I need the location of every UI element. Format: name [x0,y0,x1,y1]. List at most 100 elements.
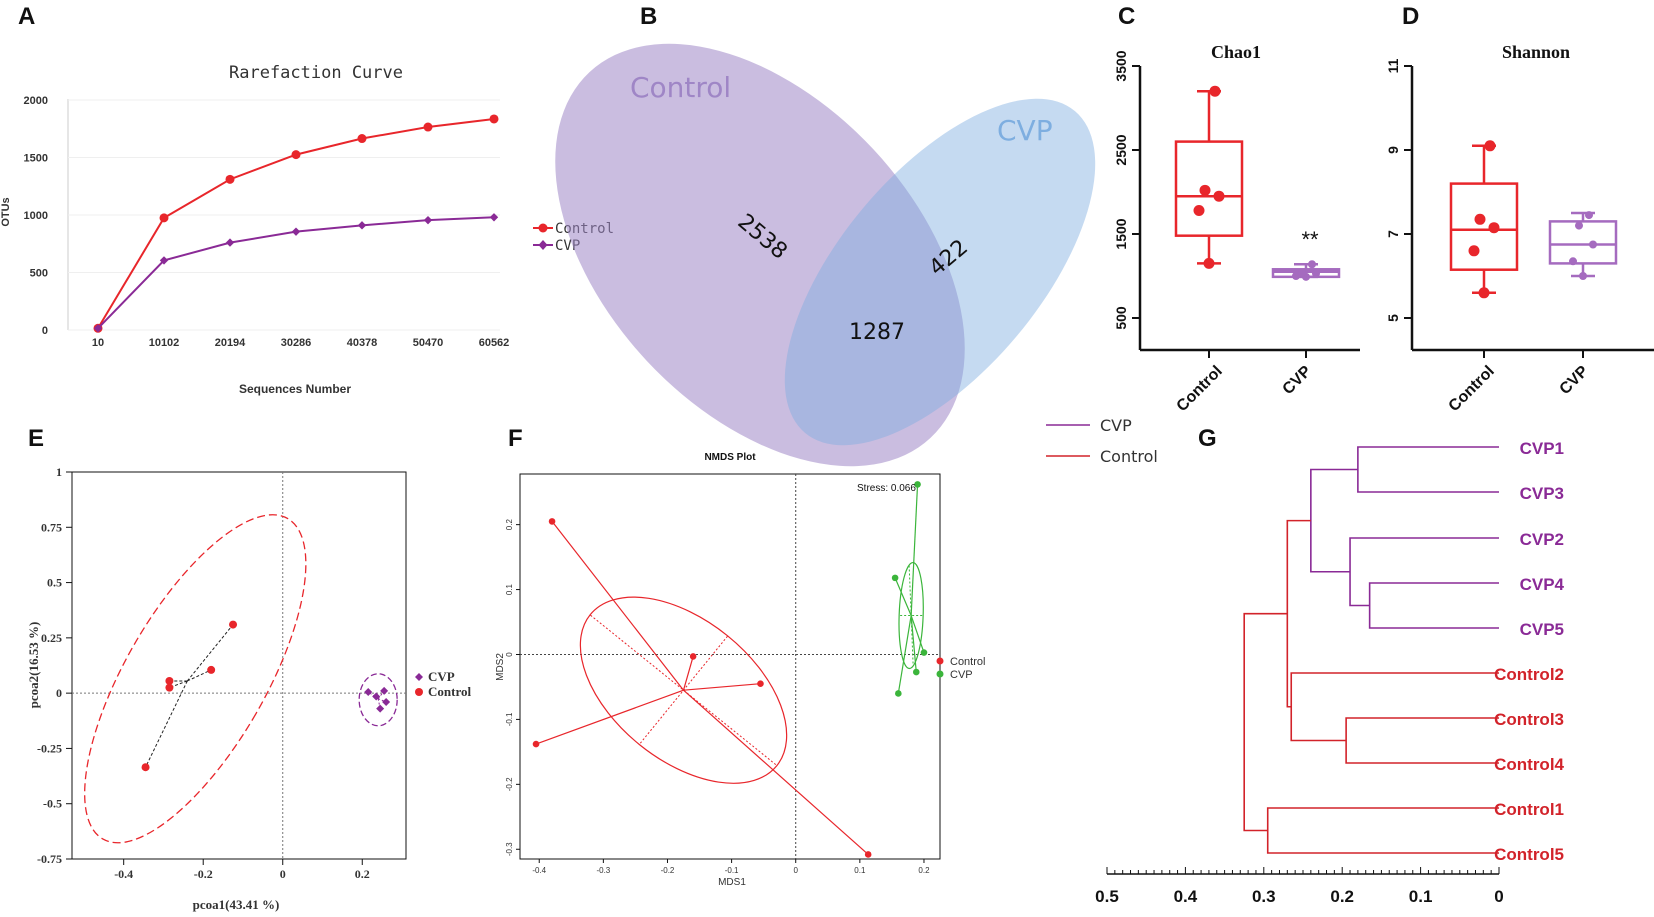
axis-tick-label: 0 [1494,887,1503,906]
y-tick-label: 1500 [24,153,48,165]
dendrogram-branch [1290,672,1499,742]
y-tick-label: -0.1 [505,712,514,726]
data-point [423,122,433,132]
spider-line [683,683,761,691]
data-point-cvp [912,668,920,676]
data-point [357,221,367,230]
leaf-label-control3: Control3 [1494,710,1564,729]
panel-letter-a: A [18,3,35,30]
dendrogram-branch [1368,582,1499,629]
data-point [1213,190,1225,202]
data-point-cvp [364,688,373,697]
legend-marker-control [538,223,548,233]
data-point [159,256,169,265]
data-point-cvp [914,481,921,488]
x-tick-label: 0 [280,867,286,881]
x-tick-label: 50470 [413,337,444,349]
data-point-control [165,683,174,692]
spider-line [186,624,234,682]
significance-annotation: ** [1301,227,1319,252]
y-tick-label: 1000 [24,210,48,222]
spider-line [910,615,925,653]
data-point-cvp [891,574,899,582]
data-point-control [229,620,238,629]
legend-label-cvp: CVP [950,669,973,681]
legend: CVP Control [415,669,471,699]
dendrogram-branch [1357,446,1499,493]
x-tick-label: 40378 [347,337,378,349]
panel-a-rarefaction: Rarefaction Curve Sequences Number OTUs … [0,63,614,396]
venn-set-control [555,43,965,467]
y-tick-label: 2500 [1113,134,1129,165]
y-tick-label: 2000 [24,95,48,107]
dendrogram-branch [1345,717,1499,764]
y-axis-label: pcoa2(16.53 %) [26,622,41,709]
data-point [1193,204,1205,216]
panel-c-chao1: Chao1 500 1500 2500 3500 ** Control CVP [1113,42,1360,415]
data-point-control [757,680,764,688]
data-point-cvp [920,649,928,656]
x-tick-label: 10 [92,337,104,349]
spider-line [377,698,387,703]
legend-marker-control [936,657,944,665]
x-tick-label: 10102 [149,337,180,349]
data-point [159,213,169,223]
data-point-cvp [376,704,385,713]
data-point [1298,268,1306,277]
chart-title: Chao1 [1211,42,1261,62]
axis-tick-label: 0.5 [1095,887,1119,906]
leaf-label-cvp5: CVP5 [1520,620,1564,639]
box-iqr [1174,140,1244,237]
legend-label-control: Control [428,684,471,699]
venn-set-label-cvp: CVP [997,114,1053,147]
y-tick-label: 1500 [1113,218,1129,249]
data-point [1468,245,1480,257]
chart-title: Shannon [1502,42,1570,62]
x-tick-label: 0 [793,866,798,875]
legend-marker-control [415,688,423,696]
data-point [1308,260,1316,269]
x-tick-label-cvp: CVP [1557,363,1593,399]
x-tick-label-cvp: CVP [1280,363,1316,399]
ellipse-axis-major [908,565,914,666]
y-tick-label: -0.3 [505,842,514,856]
y-tick-label: 0 [42,325,48,337]
dendrogram-branch [1243,612,1288,832]
x-tick-label: 30286 [281,337,312,349]
spider-line [535,689,684,745]
spider-line [145,680,188,768]
data-point [225,238,235,247]
data-point [1575,221,1583,230]
leaf-label-cvp3: CVP3 [1520,484,1564,503]
dendrogram-branch [1349,537,1499,607]
data-point [1569,257,1577,266]
data-point-control [207,665,216,674]
spider-line [551,521,684,691]
leaf-label-control4: Control4 [1494,755,1564,774]
leaf-label-control5: Control5 [1494,845,1564,864]
leaf-label-control1: Control1 [1494,800,1564,819]
chart-title: Rarefaction Curve [229,63,403,83]
data-point [489,114,499,124]
data-point [1585,211,1593,220]
x-tick-label: -0.2 [194,867,213,881]
confidence-ellipse-cvp [358,673,398,727]
x-tick-label: 0.2 [918,866,930,875]
confidence-ellipse-control [84,514,307,844]
panel-letter-g: G [1198,425,1217,452]
legend-label-cvp: CVP [1100,416,1132,435]
legend-marker-cvp [936,670,944,678]
legend-label-cvp: CVP [428,669,455,684]
venn-set-cvp [784,98,1096,446]
legend: Control CVP [936,656,985,681]
data-point [1199,184,1211,196]
x-axis-label: MDS1 [718,877,746,888]
x-tick-label: -0.4 [114,867,133,881]
panel-e-pcoa: -0.75-0.5-0.2500.250.50.751-0.4 -0.2 0 0.2 … [26,465,471,912]
x-axis-label: pcoa1(43.41 %) [193,897,280,912]
axis-tick-label: 0.4 [1174,887,1198,906]
panel-letter-e: E [28,425,44,452]
chart-title: NMDS Plot [704,452,756,463]
y-tick-label: -0.5 [43,797,62,811]
